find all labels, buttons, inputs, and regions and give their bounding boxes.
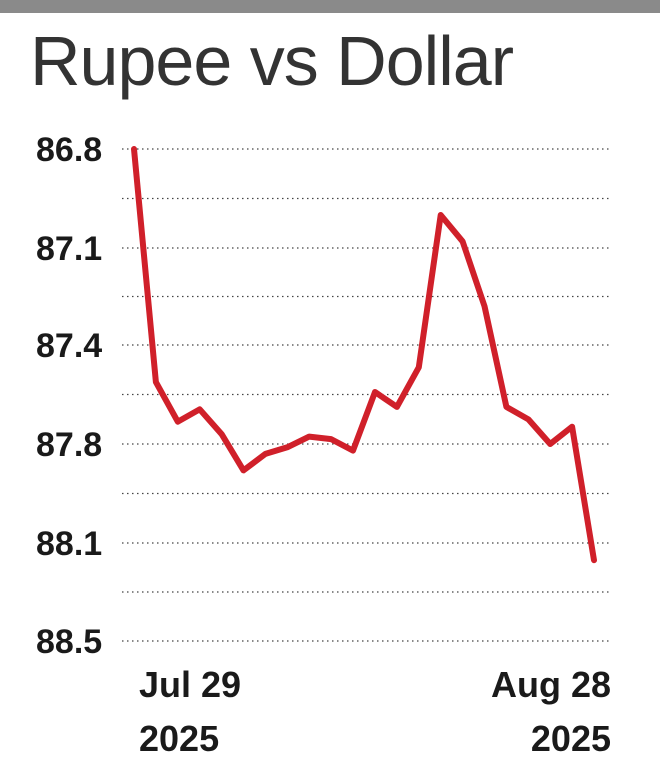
chart-title: Rupee vs Dollar (30, 22, 514, 100)
series-line (131, 146, 597, 564)
y-tick-label: 87.1 (36, 230, 102, 268)
gridlines (122, 148, 612, 642)
x-tick-label: 2025 (531, 718, 611, 759)
y-tick-label: 88.1 (36, 525, 102, 563)
y-tick-label: 86.8 (36, 131, 102, 169)
top-bar (0, 0, 660, 13)
series-lines (131, 146, 597, 564)
x-tick-label: 2025 (139, 718, 219, 759)
y-tick-label: 87.8 (36, 426, 102, 464)
y-tick-labels: 86.8 87.1 87.4 87.8 88.1 88.5 (36, 131, 102, 661)
y-tick-label: 87.4 (36, 327, 102, 365)
y-tick-label: 88.5 (36, 623, 102, 661)
x-tick-labels: Jul 29 2025 Aug 28 2025 (139, 664, 611, 759)
x-tick-label: Jul 29 (139, 664, 241, 705)
x-tick-label: Aug 28 (491, 664, 611, 705)
